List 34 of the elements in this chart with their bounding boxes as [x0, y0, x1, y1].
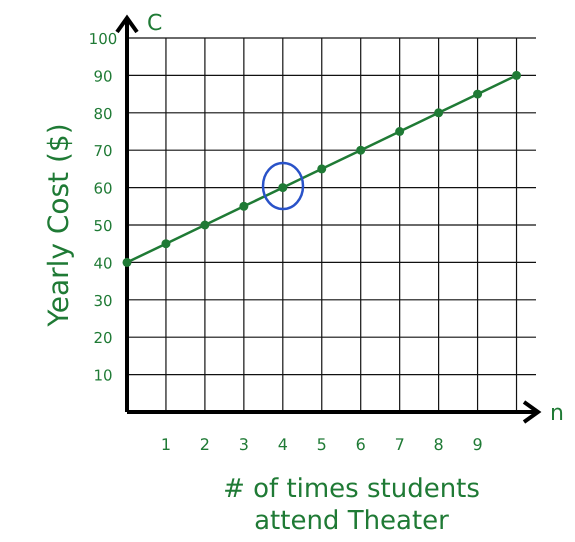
x-axis-title: # of times students attend Theater — [223, 474, 480, 536]
point — [278, 183, 288, 192]
point — [317, 164, 326, 174]
x-tick-label: 6 — [356, 435, 366, 454]
x-tick-label: 9 — [472, 435, 483, 454]
x-tick-label: 4 — [278, 435, 288, 454]
x-tick-label: 7 — [394, 435, 405, 454]
y-tick-label: 60 — [93, 180, 113, 198]
x-tick-label: 8 — [434, 435, 444, 454]
y-tick-label: 70 — [93, 142, 113, 160]
y-tick-label: 50 — [93, 217, 113, 235]
point — [512, 70, 522, 80]
point — [356, 146, 366, 155]
y-tick-label: 10 — [93, 366, 113, 385]
y-tick-label: 100 — [88, 30, 118, 48]
x-tick-label: 1 — [160, 435, 172, 454]
x-tick-label: 5 — [316, 435, 327, 454]
point — [434, 108, 444, 118]
y-axis-title: Yearly Cost ($) — [42, 123, 75, 328]
y-tick-label: 40 — [93, 254, 113, 272]
x-tick-label: 2 — [200, 435, 210, 454]
y-tick-label: 30 — [93, 292, 113, 310]
point — [473, 90, 482, 99]
y-tick-label: 20 — [93, 329, 113, 348]
point — [395, 127, 404, 136]
point — [200, 220, 210, 230]
text: C — [147, 11, 162, 36]
text: n — [550, 401, 564, 426]
y-tick-label: 80 — [93, 104, 113, 123]
point — [161, 239, 170, 248]
x-tick-label: 3 — [238, 435, 249, 454]
point — [239, 202, 248, 211]
point — [122, 258, 132, 267]
y-tick-label: 90 — [93, 67, 113, 86]
